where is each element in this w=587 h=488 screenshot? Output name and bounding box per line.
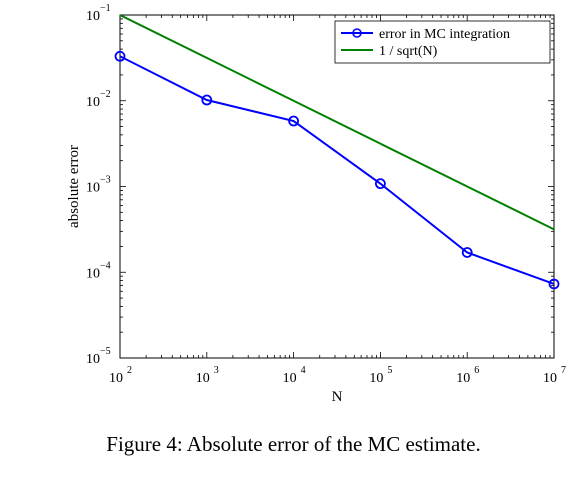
y-tick-exponent: −1 [100,3,111,14]
y-tick-label: 10 [86,95,100,110]
series-1-point [288,115,300,127]
y-tick-exponent: −3 [100,175,111,186]
series-line-2 [119,14,555,231]
x-tick-exponent: 3 [214,365,219,376]
figure-caption: Figure 4: Absolute error of the MC estim… [106,432,481,456]
y-tick-label: 10 [86,266,100,281]
legend-label-1: error in MC integration [379,27,510,42]
x-axis-label: N [332,389,343,405]
series-1-point [114,50,126,62]
series-1-point [548,278,560,290]
x-tick-exponent: 6 [474,365,479,376]
x-tick-label: 10 [456,371,470,386]
y-tick-label: 10 [86,9,100,24]
legend-box [334,20,551,64]
y-tick-exponent: −2 [100,89,111,100]
x-tick-label: 10 [109,371,123,386]
legend-label-2: 1 / sqrt(N) [379,44,438,59]
x-tick-exponent: 5 [387,365,392,376]
x-tick-label: 10 [283,371,297,386]
y-tick-label: 10 [86,352,100,367]
x-tick-exponent: 7 [561,365,566,376]
x-tick-exponent: 2 [127,365,132,376]
x-tick-label: 10 [369,371,383,386]
x-tick-label: 10 [543,371,557,386]
y-axis-label: absolute error [66,145,82,228]
series-line-1 [119,55,555,285]
x-tick-label: 10 [196,371,210,386]
plot-frame [119,14,555,359]
series-1-point [461,247,473,258]
series-1-point [201,94,213,106]
y-tick-label: 10 [86,181,100,196]
legend-marker-1 [352,28,362,38]
x-tick-exponent: 4 [301,365,306,376]
series-1-point [374,178,386,190]
log-log-chart: 10210310410510610710−110−210−310−410−5Na… [66,3,566,405]
y-tick-exponent: −5 [100,346,111,357]
y-tick-exponent: −4 [100,260,111,271]
